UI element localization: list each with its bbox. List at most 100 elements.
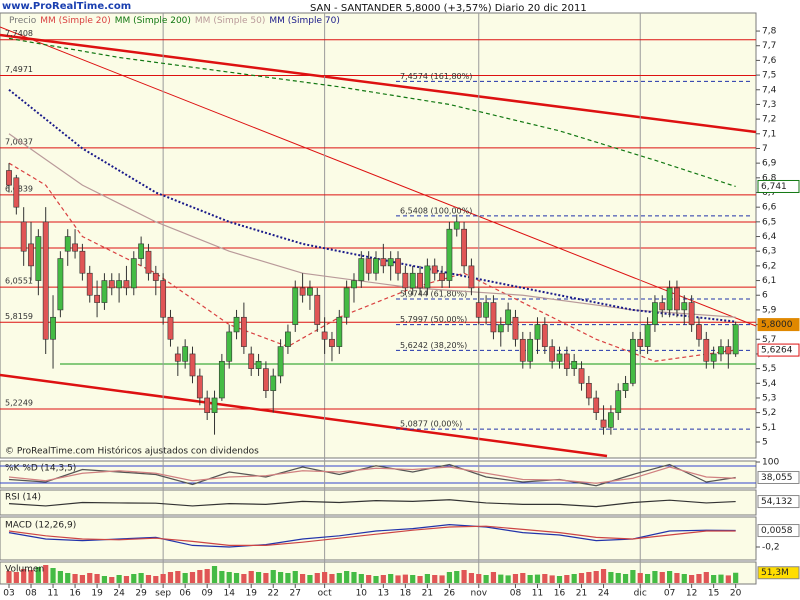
candle-body [174,353,181,362]
indicator-line [8,466,736,484]
volume-bar [446,572,452,583]
volume-bar [424,574,430,583]
volume-bar [307,575,313,583]
candle-body [659,302,666,311]
candle-body [681,302,688,311]
fibonacci-label: 5,9744 (61,80%) [400,289,467,298]
x-tick-label: 10 [356,589,368,599]
candle-body [732,324,739,355]
x-tick-label: 22 [268,589,279,599]
y-tick-label: 5,9 [762,305,777,315]
indicator-line [8,499,736,508]
volume-bar [659,572,665,583]
volume-bar [182,573,188,583]
price-tag: 5,8000 [761,320,793,330]
candle-body [152,272,159,281]
candle-body [563,353,570,369]
panel-value: 0,0058 [761,526,793,536]
volume-bar [615,573,621,583]
volume-bar [395,575,401,583]
candle-body [490,302,497,333]
volume-bar [79,575,85,583]
volume-bar [344,571,350,583]
volume-bar [219,571,225,583]
volume-bar [549,575,555,583]
x-tick-label: 08 [25,589,37,599]
y-tick-label: 5,3 [762,393,776,403]
candle-body [571,360,578,369]
candle-body [255,360,262,369]
legend-entry: MM (Simple 200) [115,16,191,26]
fibonacci-label: 6,5408 (100,00%) [400,206,472,215]
candle-body [483,302,489,318]
candle-body [28,243,34,267]
volume-bar [189,572,196,583]
indicator-line [8,523,736,548]
y-tick-label: 5 [762,438,768,448]
panel-value: 38,055 [761,473,793,483]
volume-bar [13,572,19,583]
candle-body [534,324,541,340]
x-tick-label: 03 [3,589,14,599]
volume-bar [637,573,643,583]
x-tick-label: 29 [135,589,147,599]
panel-value-box [757,495,800,509]
fibonacci-label: 5,6242 (38,20%) [400,341,467,350]
panel-y-tick-label: 100 [762,458,779,468]
volume-bar [652,571,658,583]
candle-body [270,375,277,391]
candle-body [541,324,548,347]
volume-bar [65,573,71,583]
candle-body [607,412,614,428]
volume-bar [28,570,34,583]
x-tick-label: sep [155,589,171,599]
volume-bar [600,569,607,583]
volume-bar [689,575,695,583]
candle-body [688,302,695,325]
volume-bar [439,575,445,583]
fibonacci-label: 7,4574 (161,80%) [400,72,472,81]
candle-body [666,287,673,311]
volume-bar [608,572,614,583]
volume-bar [131,574,137,583]
y-tick-label: 7,1 [762,129,776,139]
candle-body [94,294,100,303]
site-name: www.ProRealTime.com [2,1,131,12]
y-tick-label: 6 [762,291,768,301]
main-panel [0,12,757,459]
candle-body [593,397,600,413]
candle-body [13,177,20,208]
panel-value: 54,132 [761,497,793,507]
volume-bar [468,573,475,583]
volume-bar [432,575,438,583]
volume-bar [388,574,394,583]
candle-body [439,272,445,281]
y-tick-label: 7,7 [762,41,776,51]
volume-bar [667,571,673,583]
trend-line [0,33,757,134]
candle-body [218,360,225,399]
candle-body [358,258,365,281]
volume-bar [123,576,130,583]
candle-body [277,346,284,377]
y-tick-label: 5,4 [762,379,777,389]
price-tag: 6,741 [761,182,787,192]
y-tick-label: 5,1 [762,423,776,433]
panel-title: Volumen [5,565,44,575]
x-tick-label: 16 [554,589,566,599]
x-tick-label: 12 [686,589,697,599]
candle-body [512,316,519,340]
candle-body [380,258,387,267]
volume-bar [87,573,93,583]
level-label: 6,0551 [5,277,33,286]
candle-body [475,302,482,318]
volume-bar [211,566,218,583]
candle-body [314,294,321,325]
candle-body [600,419,607,428]
volume-bar [116,575,122,583]
volume-bar [490,572,497,583]
x-tick-label: 11 [532,589,543,599]
candle-body [79,250,86,274]
candle-body [116,280,122,289]
candle-body [453,221,460,230]
